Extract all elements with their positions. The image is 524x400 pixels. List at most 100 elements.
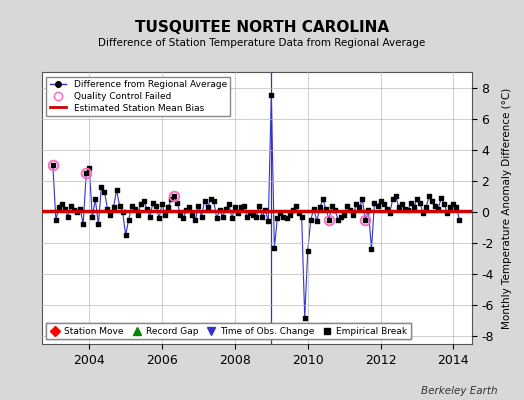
Point — [410, 204, 418, 210]
Point — [82, 170, 91, 176]
Y-axis label: Monthly Temperature Anomaly Difference (°C): Monthly Temperature Anomaly Difference (… — [502, 87, 512, 329]
Point — [298, 213, 306, 220]
Point — [303, 248, 312, 254]
Point — [319, 196, 327, 203]
Point — [188, 212, 196, 218]
Point — [122, 232, 130, 238]
Point — [258, 213, 266, 220]
Point — [443, 210, 452, 217]
Point — [374, 202, 382, 209]
Point — [176, 212, 184, 218]
Point — [134, 212, 142, 218]
Point — [267, 92, 276, 98]
Point — [455, 216, 464, 223]
Point — [307, 216, 315, 223]
Point — [137, 201, 145, 207]
Point — [125, 216, 133, 223]
Point — [325, 216, 333, 223]
Point — [395, 204, 403, 210]
Point — [346, 207, 354, 214]
Point — [379, 201, 388, 207]
Point — [282, 215, 291, 221]
Point — [255, 202, 264, 209]
Point — [434, 206, 442, 212]
Point — [383, 206, 391, 212]
Point — [164, 204, 172, 210]
Point — [64, 213, 72, 220]
Point — [419, 210, 427, 217]
Point — [115, 202, 124, 209]
Point — [315, 204, 324, 210]
Point — [170, 193, 178, 200]
Point — [310, 206, 318, 212]
Point — [155, 215, 163, 221]
Point — [231, 204, 239, 210]
Point — [103, 206, 112, 212]
Point — [112, 187, 121, 193]
Point — [70, 207, 78, 214]
Point — [143, 206, 151, 212]
Point — [222, 206, 230, 212]
Point — [301, 314, 309, 321]
Point — [294, 210, 303, 217]
Point — [88, 213, 96, 220]
Point — [67, 202, 75, 209]
Point — [161, 212, 169, 218]
Legend: Station Move, Record Gap, Time of Obs. Change, Empirical Break: Station Move, Record Gap, Time of Obs. C… — [47, 323, 411, 340]
Point — [219, 213, 227, 220]
Point — [237, 204, 245, 210]
Point — [407, 199, 415, 206]
Point — [210, 198, 218, 204]
Point — [203, 204, 212, 210]
Point — [452, 204, 461, 210]
Point — [279, 213, 288, 220]
Point — [215, 207, 224, 214]
Point — [422, 204, 430, 210]
Point — [240, 202, 248, 209]
Point — [73, 209, 81, 215]
Point — [349, 212, 357, 218]
Point — [352, 201, 361, 207]
Point — [334, 216, 342, 223]
Point — [146, 213, 154, 220]
Point — [198, 213, 206, 220]
Point — [328, 202, 336, 209]
Point — [234, 210, 242, 217]
Point — [194, 202, 203, 209]
Point — [449, 201, 457, 207]
Point — [416, 199, 424, 206]
Point — [440, 201, 449, 207]
Point — [249, 212, 257, 218]
Point — [191, 216, 200, 223]
Point — [291, 202, 300, 209]
Point — [106, 212, 115, 218]
Point — [54, 204, 63, 210]
Point — [361, 216, 369, 223]
Point — [446, 204, 454, 210]
Point — [130, 206, 139, 212]
Point — [149, 199, 157, 206]
Point — [391, 193, 400, 200]
Point — [200, 198, 209, 204]
Point — [173, 199, 181, 206]
Point — [79, 221, 88, 228]
Point — [94, 221, 103, 228]
Point — [367, 246, 376, 252]
Text: Berkeley Earth: Berkeley Earth — [421, 386, 498, 396]
Point — [140, 198, 148, 204]
Point — [158, 201, 166, 207]
Point — [313, 218, 321, 224]
Point — [337, 213, 345, 220]
Point — [152, 202, 160, 209]
Point — [364, 207, 373, 214]
Point — [276, 210, 285, 217]
Point — [270, 244, 279, 251]
Point — [76, 206, 84, 212]
Point — [110, 204, 118, 210]
Point — [179, 215, 188, 221]
Point — [403, 207, 412, 214]
Point — [246, 210, 254, 217]
Point — [58, 201, 66, 207]
Text: Difference of Station Temperature Data from Regional Average: Difference of Station Temperature Data f… — [99, 38, 425, 48]
Point — [243, 213, 251, 220]
